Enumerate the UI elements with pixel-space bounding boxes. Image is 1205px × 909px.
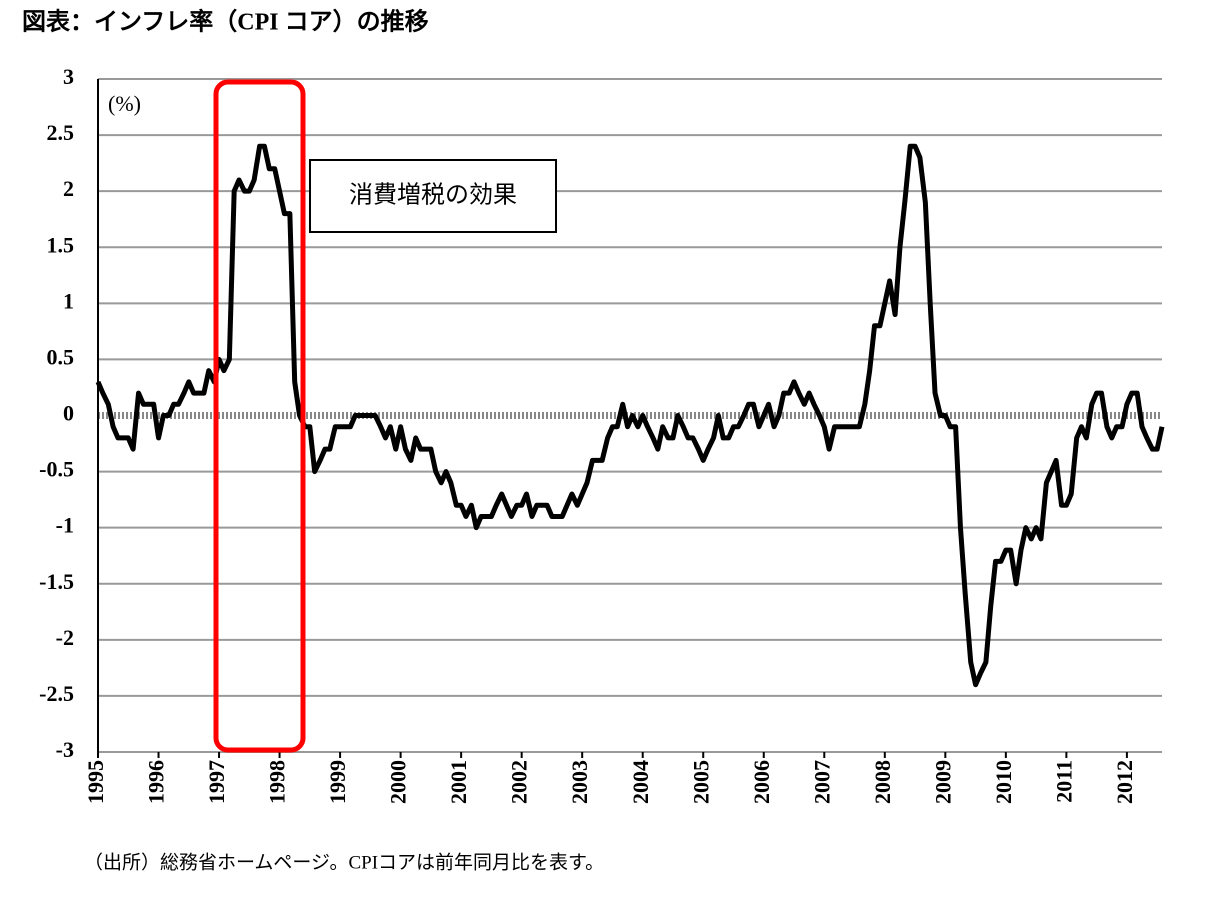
x-tick-label: 1997 [204, 760, 229, 804]
y-tick-label: 0.5 [47, 344, 75, 369]
x-tick-label: 2002 [507, 760, 532, 804]
highlight-box [213, 79, 306, 753]
x-tick-label: 2007 [809, 760, 834, 804]
y-tick-label: -3 [56, 737, 74, 762]
y-tick-label: -1.5 [39, 569, 74, 594]
y-tick-label: 0 [63, 401, 74, 426]
chart-title: 図表：インフレ率（CPI コア）の推移 [22, 8, 429, 36]
data-line [95, 143, 1165, 688]
x-tick-label: 2006 [749, 760, 774, 804]
annotation: 消費増税の効果 [349, 182, 517, 209]
x-tick-label: 2003 [567, 760, 592, 804]
annotation-box [309, 159, 557, 233]
y-tick-label: -0.5 [39, 457, 74, 482]
x-tick-label: 2008 [870, 760, 895, 804]
y-tick-label: -2.5 [39, 681, 74, 706]
x-tick-label: 1995 [83, 760, 108, 804]
x-tick-label: 2009 [930, 760, 955, 804]
y-tick-label: 1.5 [47, 232, 75, 257]
y-tick-label: 3 [63, 64, 74, 89]
source-note: （出所）総務省ホームページ。CPIコアは前年同月比を表す。 [84, 851, 604, 873]
x-tick-label: 1998 [265, 760, 290, 804]
x-tick-label: 2000 [386, 760, 411, 804]
x-tick-label: 2010 [991, 760, 1016, 804]
y-tick-label: -1 [56, 513, 74, 538]
x-tick-label: 2012 [1112, 760, 1137, 804]
x-tick-label: 2011 [1051, 760, 1076, 803]
x-tick-label: 2001 [446, 760, 471, 804]
y-tick-label: -2 [56, 625, 74, 650]
x-tick-label: 2004 [628, 760, 653, 804]
x-tick-label: 1996 [144, 760, 169, 804]
x-tick-label: 1999 [325, 760, 350, 804]
x-tick-label: 2005 [688, 760, 713, 804]
y-unit: (%) [108, 91, 141, 116]
plot-area: -3 -2.5 -2 -1.5 -1 -0.5 0 0.5 1 1.5 2 2.5 3 1995 1996 1… [39, 64, 1165, 804]
y-tick-label: 2.5 [47, 120, 75, 145]
y-tick-label: 2 [63, 176, 74, 201]
y-tick-label: 1 [63, 288, 74, 313]
